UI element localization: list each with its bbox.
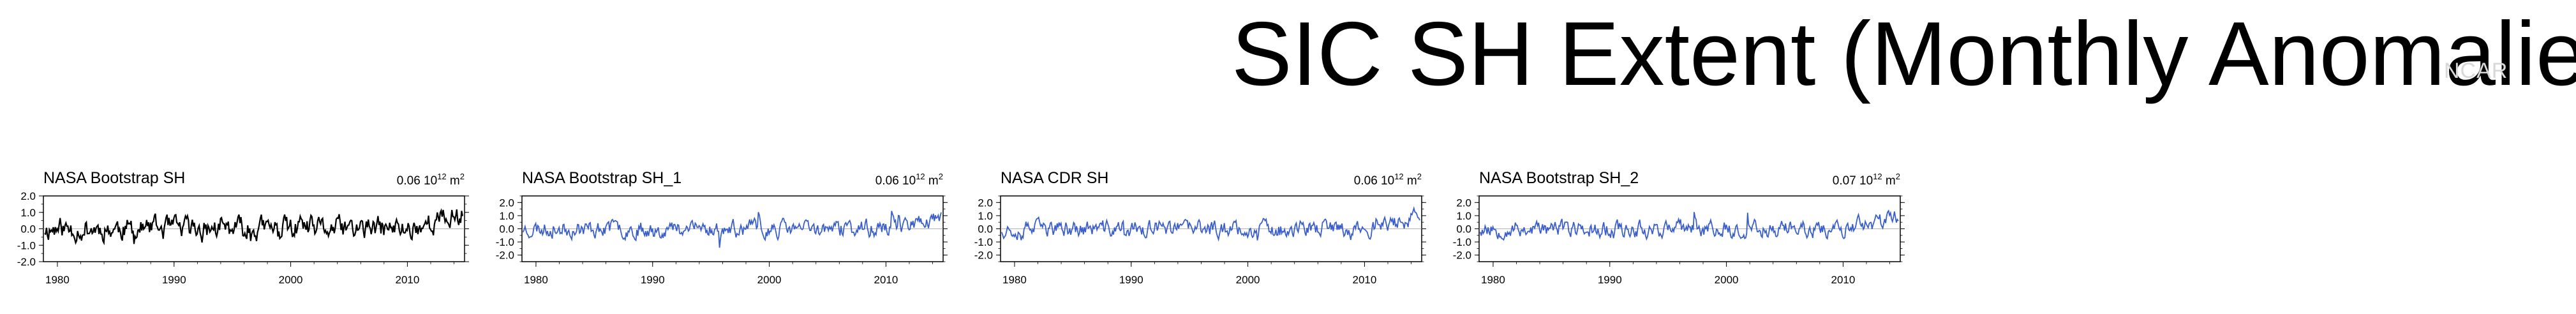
chart-svg: NASA Bootstrap SH_1 0.06 1012 m2 2.01.00.0…	[496, 169, 948, 286]
x-tick-label: 1990	[1119, 274, 1143, 286]
y-tick-label: 1.0	[499, 210, 514, 222]
chart-title: NASA CDR SH	[1001, 169, 1108, 187]
x-tick-label: 2000	[1715, 274, 1739, 286]
chart-panel-nasa-bootstrap-sh-1: NASA Bootstrap SH_1 0.06 1012 m2 2.0 1.0 0.0…	[479, 163, 964, 311]
y-tick-label: 2.0	[20, 190, 36, 202]
x-tick-label: 2010	[396, 274, 420, 286]
chart-panel-nasa-bootstrap-sh: NASA Bootstrap SH 0.06 1012 m2 2.0 1.0 0.0 -1…	[0, 163, 485, 311]
page-title: SIC SH Extent (Monthly Anomalies)	[1232, 3, 2576, 105]
series-line	[1001, 206, 1420, 242]
y-tick-label: 2.0	[1456, 197, 1471, 209]
x-tick-label: 1990	[1598, 274, 1622, 286]
x-tick-label: 1980	[45, 274, 70, 286]
x-tick-label: 2010	[874, 274, 898, 286]
chart-panel-nasa-bootstrap-sh-2: NASA Bootstrap SH_2 0.07 1012 m2 2.0 1.0 0.0…	[1436, 163, 1921, 311]
x-tick-label: 1980	[524, 274, 548, 286]
y-tick-label: -1.0	[974, 236, 993, 248]
chart-title: NASA Bootstrap SH_2	[1479, 169, 1639, 187]
y-tick-label: 1.0	[20, 207, 36, 219]
series-line	[1479, 209, 1899, 241]
y-tick-label: -1.0	[1453, 236, 1471, 248]
y-tick-label: -2.0	[496, 250, 514, 262]
y-tick-label: 0.0	[20, 223, 36, 236]
y-tick-label: 0.0	[1456, 223, 1471, 236]
chart-stat-unit: 0.06 1012 m2	[875, 172, 943, 188]
x-tick-label: 1980	[1002, 274, 1027, 286]
x-tick-label: 2000	[1236, 274, 1260, 286]
y-tick-label: 2.0	[499, 197, 514, 209]
y-tick-label: -2.0	[17, 256, 36, 268]
y-tick-label: 0.0	[499, 223, 514, 236]
x-tick-label: 2010	[1831, 274, 1856, 286]
y-tick-label: 0.0	[978, 223, 993, 236]
series-line	[44, 208, 464, 246]
chart-stat-unit: 0.06 1012 m2	[397, 172, 465, 188]
chart-title: NASA Bootstrap SH	[43, 169, 185, 187]
x-tick-label: 1980	[1481, 274, 1505, 286]
x-tick-label: 2010	[1353, 274, 1377, 286]
chart-svg: NASA CDR SH 0.06 1012 m2 2.01.00.0-1.0 -2.0…	[974, 169, 1426, 286]
chart-svg: NASA Bootstrap SH_2 0.07 1012 m2 2.01.00.0…	[1453, 169, 1905, 286]
y-tick-label: -2.0	[1453, 250, 1471, 262]
series-line	[522, 211, 942, 248]
y-tick-label: -1.0	[496, 236, 514, 248]
y-tick-label: -1.0	[17, 239, 36, 251]
chart-stat-unit: 0.07 1012 m2	[1833, 172, 1900, 188]
y-tick-label: 1.0	[1456, 210, 1471, 222]
x-tick-label: 1990	[162, 274, 186, 286]
y-tick-label: -2.0	[974, 250, 993, 262]
chart-stat-unit: 0.06 1012 m2	[1354, 172, 1422, 188]
chart-panel-nasa-cdr-sh: NASA CDR SH 0.06 1012 m2 2.0 1.0 0.0 -1.0 -2.0…	[957, 163, 1442, 311]
watermark-logo: NCAR	[2444, 59, 2508, 83]
y-tick-label: 1.0	[978, 210, 993, 222]
x-tick-label: 1990	[641, 274, 665, 286]
y-tick-label: 2.0	[978, 197, 993, 209]
x-tick-label: 2000	[279, 274, 303, 286]
x-tick-label: 2000	[757, 274, 782, 286]
chart-svg: NASA Bootstrap SH 0.06 1012 m2 2.0 1.0 0.0 -1…	[17, 169, 469, 286]
chart-title: NASA Bootstrap SH_1	[522, 169, 681, 187]
